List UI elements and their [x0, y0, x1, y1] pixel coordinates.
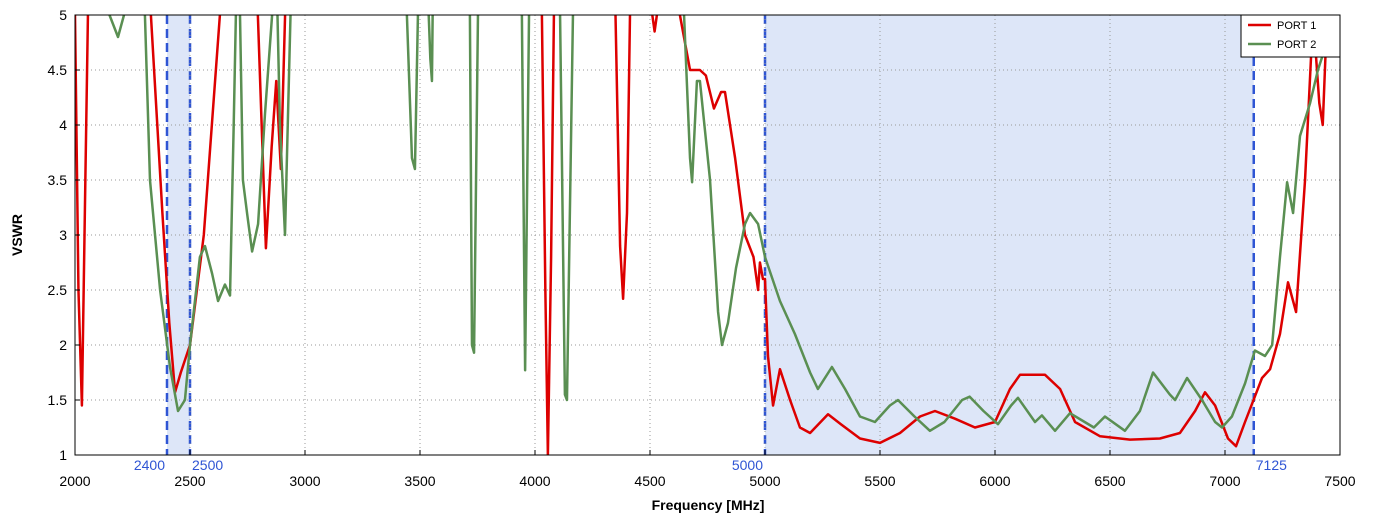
legend: PORT 1 PORT 2 — [1240, 14, 1341, 58]
x-tick-label: 2500 — [174, 473, 205, 489]
x-tick-label: 5500 — [864, 473, 895, 489]
legend-label: PORT 2 — [1277, 39, 1316, 51]
band-label: 5000 — [732, 457, 763, 473]
grid — [75, 15, 1340, 455]
x-tick-label: 3000 — [289, 473, 320, 489]
legend-label: PORT 1 — [1277, 20, 1316, 32]
band-label: 2400 — [134, 457, 165, 473]
y-tick-label: 3 — [59, 227, 67, 243]
y-tick-label: 4 — [59, 117, 67, 133]
band — [765, 15, 1254, 455]
x-tick-label: 6500 — [1094, 473, 1125, 489]
legend-box — [1240, 14, 1341, 58]
band — [167, 15, 190, 455]
x-tick-label: 7500 — [1324, 473, 1355, 489]
x-tick-label: 7000 — [1209, 473, 1240, 489]
x-tick-label: 5000 — [749, 473, 780, 489]
x-axis-label: Frequency [MHz] — [652, 497, 765, 513]
band-label: 2500 — [192, 457, 223, 473]
bands: 2400 2500 5000 7125 — [134, 15, 1287, 473]
series-line — [108, 15, 1327, 433]
y-tick-label: 1.5 — [48, 392, 68, 408]
y-tick-label: 5 — [59, 7, 67, 23]
x-tick-label: 3500 — [404, 473, 435, 489]
x-tick-label: 4500 — [634, 473, 665, 489]
x-tick-label: 4000 — [519, 473, 550, 489]
x-tick-label: 2000 — [59, 473, 90, 489]
y-axis-label: VSWR — [9, 214, 25, 256]
y-tick-label: 1 — [59, 447, 67, 463]
x-tick-label: 6000 — [979, 473, 1010, 489]
y-tick-label: 4.5 — [48, 62, 68, 78]
y-tick-label: 2 — [59, 337, 67, 353]
y-tick-label: 3.5 — [48, 172, 68, 188]
axes: 2000 2500 3000 3500 4000 4500 5000 5500 6000 6500… — [48, 7, 1356, 489]
y-tick-label: 2.5 — [48, 282, 68, 298]
series-line — [75, 15, 1328, 455]
plot-frame — [74, 14, 1341, 456]
lines — [75, 15, 1328, 455]
band-label: 7125 — [1256, 457, 1287, 473]
